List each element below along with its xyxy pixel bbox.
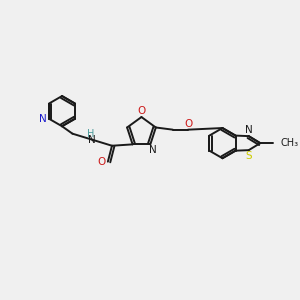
Text: N: N — [88, 135, 96, 145]
Text: O: O — [137, 106, 146, 116]
Text: O: O — [98, 157, 106, 167]
Text: N: N — [39, 114, 47, 124]
Text: N: N — [149, 145, 157, 155]
Text: CH₃: CH₃ — [280, 138, 298, 148]
Text: S: S — [245, 151, 252, 161]
Text: H: H — [87, 129, 94, 139]
Text: N: N — [245, 125, 253, 135]
Text: O: O — [184, 118, 192, 129]
